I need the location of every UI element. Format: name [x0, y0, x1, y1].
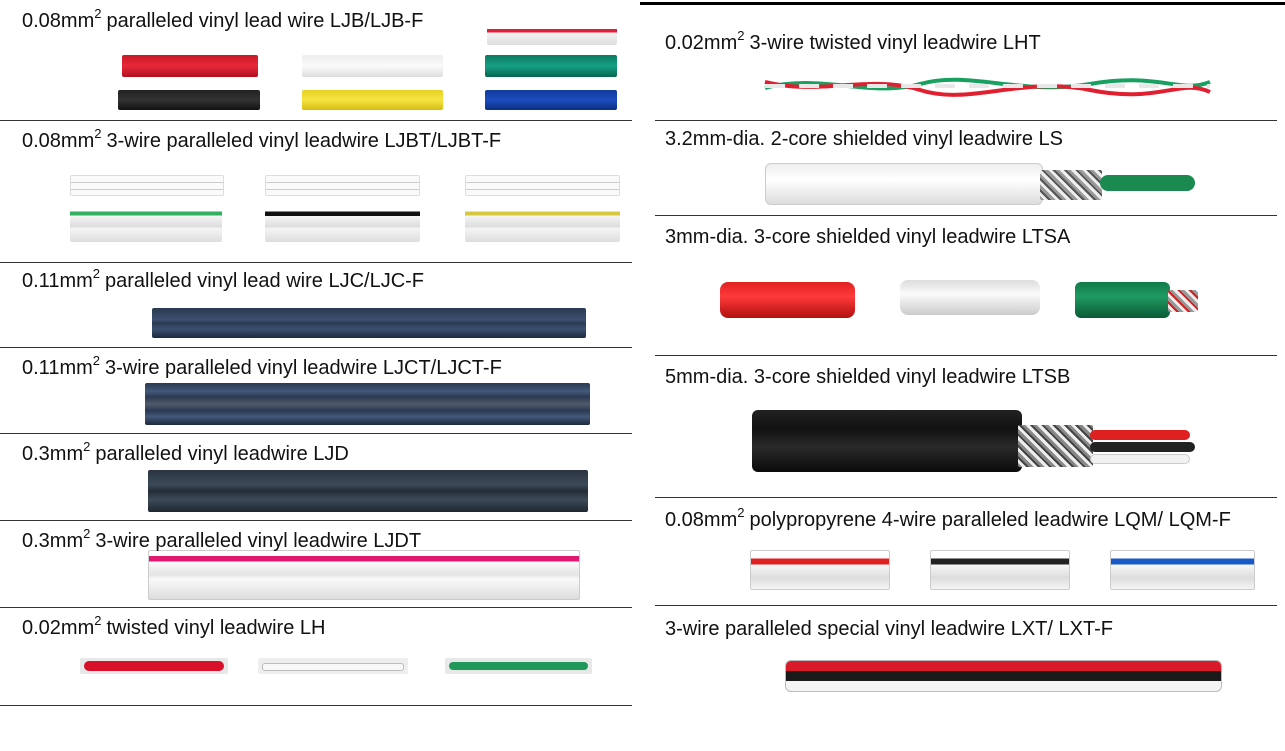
item-title: 3.2mm-dia. 2-core shielded vinyl leadwir… [665, 126, 1063, 152]
unit: 0.11mm [22, 357, 93, 379]
item-title: 5mm-dia. 3-core shielded vinyl leadwire … [665, 364, 1070, 390]
unit: 0.08mm [22, 10, 95, 32]
wire-image [122, 55, 258, 77]
wire-image [70, 175, 224, 196]
wire-image [764, 77, 1211, 97]
separator [0, 520, 632, 521]
wire-image [118, 90, 260, 110]
name: 3.2mm-dia. 2-core shielded vinyl leadwir… [665, 128, 1063, 150]
separator [0, 262, 632, 263]
wire-image [750, 550, 890, 590]
name: paralleled vinyl lead wire LJC/LJC-F [105, 270, 425, 292]
wire-image [1100, 175, 1195, 191]
wire-image [302, 55, 443, 77]
unit: 0.3mm [22, 530, 84, 552]
exponent: 2 [92, 266, 100, 281]
item-title: 0.08mm2 polypropyrene 4-wire paralleled l… [665, 505, 1255, 533]
wire-image [752, 410, 1022, 472]
item-title: 0.11mm2 3-wire paralleled vinyl leadwire … [22, 353, 502, 381]
exponent: 2 [737, 28, 745, 43]
separator [655, 497, 1277, 498]
wire-image [265, 208, 420, 242]
separator [655, 355, 1277, 356]
exponent: 2 [92, 353, 100, 368]
exponent: 2 [94, 6, 102, 21]
unit: 0.02mm [22, 617, 95, 639]
wire-image [485, 55, 617, 77]
unit: 0.11mm [22, 270, 93, 292]
item-title: 0.11mm2 paralleled vinyl lead wire LJC/LJ… [22, 266, 425, 294]
wire-image [1040, 170, 1102, 200]
exponent: 2 [83, 526, 91, 541]
item-title: 0.08mm2 3-wire paralleled vinyl leadwire … [22, 126, 502, 154]
separator [0, 607, 632, 608]
separator [0, 120, 632, 121]
wire-image [765, 163, 1043, 205]
wire-image [785, 660, 1222, 692]
wire-image [900, 280, 1040, 315]
top-rule [640, 2, 1285, 5]
separator [0, 705, 632, 706]
wire-image [1168, 290, 1198, 312]
name: polypropyrene 4-wire paralleled leadwire… [749, 509, 1231, 531]
wire-image [465, 175, 620, 196]
wire-image [148, 470, 588, 512]
name: 3mm-dia. 3-core shielded vinyl leadwire … [665, 226, 1071, 248]
exponent: 2 [94, 613, 102, 628]
wire-image [487, 25, 617, 45]
item-title: 0.3mm2 paralleled vinyl leadwire LJD [22, 439, 349, 467]
separator [655, 605, 1277, 606]
wire-image [80, 658, 228, 674]
wire-image [1110, 550, 1255, 590]
name: paralleled vinyl lead wire LJB/LJB-F [106, 10, 424, 32]
name: 3-wire paralleled vinyl leadwire LJBT/LJ… [106, 130, 502, 152]
wire-image [720, 282, 855, 318]
name: 3-wire paralleled vinyl leadwire LJDT [95, 530, 422, 552]
wire-image [258, 658, 408, 674]
name: 3-wire twisted vinyl leadwire LHT [749, 32, 1041, 54]
wire-image [465, 208, 620, 242]
unit: 0.3mm [22, 443, 84, 465]
unit: 0.08mm [22, 130, 95, 152]
item-title: 0.3mm2 3-wire paralleled vinyl leadwire L… [22, 526, 422, 554]
name: twisted vinyl leadwire LH [106, 617, 326, 639]
exponent: 2 [737, 505, 745, 520]
name: 3-wire paralleled vinyl leadwire LJCT/LJ… [105, 357, 502, 379]
wire-image [485, 90, 617, 110]
item-title: 0.02mm2 twisted vinyl leadwire LH [22, 613, 326, 641]
wire-image [302, 90, 443, 110]
wire-image [265, 175, 420, 196]
wire-image [148, 550, 580, 600]
item-title: 3mm-dia. 3-core shielded vinyl leadwire … [665, 224, 1070, 250]
wire-image [152, 308, 586, 338]
separator [0, 433, 632, 434]
wire-image [1090, 442, 1195, 452]
item-title: 0.02mm2 3-wire twisted vinyl leadwire LHT [665, 28, 1041, 56]
name: 5mm-dia. 3-core shielded vinyl leadwire … [665, 366, 1071, 388]
exponent: 2 [94, 126, 102, 141]
wire-image [1090, 454, 1190, 464]
wire-image [145, 383, 590, 425]
wire-image [930, 550, 1070, 590]
unit: 0.08mm [665, 509, 738, 531]
exponent: 2 [83, 439, 91, 454]
item-title: 3-wire paralleled special vinyl leadwire… [665, 616, 1113, 642]
wire-image [1090, 430, 1190, 440]
unit: 0.02mm [665, 32, 738, 54]
separator [655, 215, 1277, 216]
wire-image [445, 658, 592, 674]
name: paralleled vinyl leadwire LJD [95, 443, 349, 465]
separator [655, 120, 1277, 121]
name: 3-wire paralleled special vinyl leadwire… [665, 618, 1113, 640]
separator [0, 347, 632, 348]
wire-image [1018, 425, 1093, 467]
wire-image [70, 208, 222, 242]
item-title: 0.08mm2 paralleled vinyl lead wire LJB/LJ… [22, 6, 424, 34]
wire-image [1075, 282, 1170, 318]
